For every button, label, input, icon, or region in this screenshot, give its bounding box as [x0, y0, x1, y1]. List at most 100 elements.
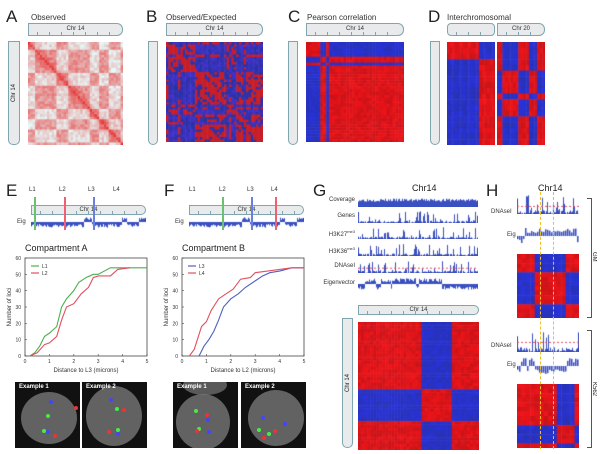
y-tick-label: 10: [172, 338, 178, 344]
eig-label: Eig: [17, 219, 26, 225]
chr-tick: [327, 32, 328, 35]
locus-l2: L2: [59, 187, 66, 193]
chr-label: Chr 14: [11, 83, 17, 103]
chromosome-bar-vertical-c: [288, 41, 298, 145]
chr-tick: [85, 32, 86, 35]
chr-tick: [363, 32, 364, 35]
panel-label-h: H: [486, 181, 499, 200]
track-label-genes: Genes: [305, 213, 355, 219]
chr-tick: [387, 32, 388, 35]
x-tick-label: 4: [278, 359, 281, 365]
x-axis-label: Distance to L3 (microns): [53, 368, 118, 374]
track-label-h3k36me3: H3K36me3: [305, 246, 355, 255]
chr-tick: [246, 211, 247, 214]
track-label-dnasei: DNAseI: [305, 263, 355, 269]
chr-tick: [379, 311, 380, 314]
chr-tick: [37, 32, 38, 35]
chr-tick: [198, 211, 199, 214]
chromosome-bar-d2: Chr 20: [497, 23, 545, 36]
chr-tick: [112, 211, 113, 214]
panel-title-pearson: Pearson correlation: [307, 13, 377, 22]
chr-tick: [339, 32, 340, 35]
track-label-sup: me3: [347, 229, 355, 234]
y-tick-label: 50: [172, 272, 178, 278]
eig-label-k562: Eig: [507, 362, 516, 368]
locus-line-l3: [93, 197, 95, 230]
chr-label: Chr 14: [344, 373, 351, 393]
track-eig-gm: [517, 226, 579, 246]
locus-l4: L4: [271, 187, 278, 193]
heatmap-observed-expected: [166, 42, 263, 142]
eig-label: Eig: [175, 219, 184, 225]
x-tick-label: 3: [254, 359, 257, 365]
x-axis-label: Distance to L2 (microns): [210, 368, 275, 374]
chromosome-bar-vertical-d: [430, 41, 440, 145]
chr-tick: [258, 211, 259, 214]
locus-l4: L4: [113, 187, 120, 193]
chr-tick: [124, 211, 125, 214]
eigenvector-track: [189, 215, 304, 229]
track-label-sup: me3: [347, 246, 355, 251]
panel-title-observed: Observed: [31, 13, 66, 22]
chr-tick: [211, 32, 212, 35]
chr-tick: [456, 32, 457, 35]
chr-tick: [61, 32, 62, 35]
panel-title-chr14-h: Chr14: [538, 183, 563, 193]
chr-tick: [109, 32, 110, 35]
chr-label: Chr 20: [511, 26, 530, 32]
panel-label-g: G: [313, 181, 327, 200]
panel-title-interchromosomal: Interchromosomal: [447, 13, 512, 22]
track-label-h3k27me3: H3K27me3: [305, 229, 355, 238]
x-tick-label: 1: [48, 359, 51, 365]
panel-label-d: D: [428, 7, 441, 26]
y-tick-label: 60: [172, 256, 178, 262]
chr-tick: [518, 32, 519, 35]
microscopy-example-1: Example 1: [15, 382, 80, 448]
legend-label-l1: L1: [42, 264, 48, 270]
microscopy-example-2: Example 2: [82, 382, 147, 448]
legend-label-l2: L2: [42, 271, 48, 277]
series-line-l4: [188, 267, 304, 357]
x-tick-label: 2: [229, 359, 232, 365]
chr-tick: [223, 32, 224, 35]
chr-tick: [187, 32, 188, 35]
heatmap-observed: [28, 42, 123, 145]
chr-tick: [40, 211, 41, 214]
heatmap-pearson-chr14: [358, 322, 479, 450]
panel-label-c: C: [288, 7, 301, 26]
locus-l3: L3: [88, 187, 95, 193]
x-tick-label: 4: [121, 359, 124, 365]
chr-tick: [270, 211, 271, 214]
legend-label-l4: L4: [199, 271, 205, 277]
chromosome-bar-g: Chr 14: [358, 305, 479, 315]
chr-label: Chr 14: [205, 26, 224, 32]
locus-line-l4: [275, 197, 277, 230]
chromosome-bar-b: Chr 14: [166, 23, 263, 36]
dnasei-label-gm: DNAseI: [491, 209, 512, 215]
chr-tick: [530, 32, 531, 35]
chr-tick: [427, 311, 428, 314]
example-label: Example 1: [19, 384, 49, 390]
chr-tick: [367, 311, 368, 314]
series-line-l3: [198, 267, 304, 357]
chr-tick: [235, 32, 236, 35]
track-genes: [358, 211, 478, 223]
panel-label-b: B: [146, 7, 158, 26]
cell-label-gm: GM: [591, 252, 597, 262]
track-eigenvector: [358, 277, 478, 291]
bracket-gm: [587, 198, 592, 318]
y-tick-label: 40: [172, 289, 178, 295]
track-dnasei-gm: [517, 195, 579, 214]
chromosome-bar-vertical-g: Chr 14: [342, 318, 353, 448]
example-label: Example 2: [86, 384, 116, 390]
chr-tick: [391, 311, 392, 314]
chart-title-compartment-a: Compartment A: [25, 243, 88, 253]
track-label-coverage: Coverage: [305, 197, 355, 203]
chr-tick: [351, 32, 352, 35]
track-label-eigenvector: Eigenvector: [305, 280, 355, 286]
series-line-l1: [29, 267, 147, 357]
locus-line-l3: [251, 197, 253, 230]
chr-label: Chr 14: [409, 307, 428, 313]
